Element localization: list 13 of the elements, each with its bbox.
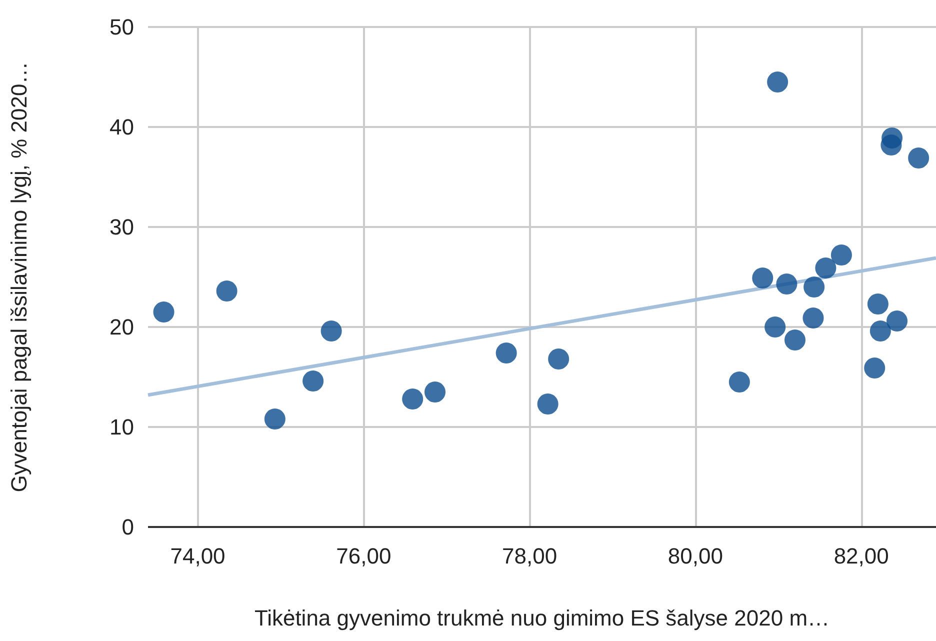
- x-tick-label: 78,00: [502, 544, 558, 568]
- y-tick-label: 20: [110, 314, 134, 340]
- x-tick-label: 80,00: [668, 544, 723, 568]
- y-tick-label: 10: [110, 414, 134, 440]
- x-axis-title: Tikėtina gyvenimo trukmė nuo gimimo ES šalyse 2020 m…: [254, 606, 830, 630]
- x-tick-label: 74,00: [170, 544, 226, 568]
- x-tick-label: 76,00: [336, 544, 392, 568]
- x-tick-label: 82,00: [834, 544, 889, 568]
- y-tick-label: 50: [110, 14, 134, 40]
- y-tick-label: 30: [110, 214, 134, 240]
- y-tick-label: 0: [122, 514, 134, 540]
- y-axis-title: Gyventojai pagal išsilavinimo lygį, % 2020…: [6, 62, 32, 492]
- y-tick-label: 40: [110, 114, 134, 140]
